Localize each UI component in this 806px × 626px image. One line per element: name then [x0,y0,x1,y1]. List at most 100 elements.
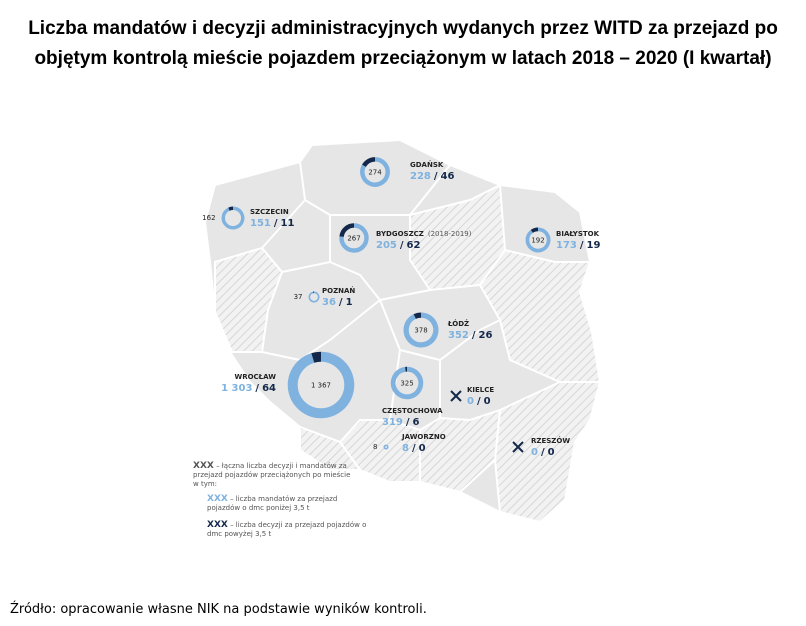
poland-map [203,138,602,524]
city-name: SZCZECIN [250,208,289,216]
dark-value: 62 [407,240,421,251]
city-name: CZĘSTOCHOWA [382,407,443,415]
donut-dark [311,351,322,363]
donut-light [221,206,245,230]
city-name: JAWORZNO [401,433,446,441]
donut-light [525,227,551,253]
city-note: (2018-2019) [428,230,472,238]
separator: / [400,240,404,251]
separator: / [472,330,476,341]
separator: / [274,218,278,229]
x-marker [512,441,524,453]
separator: / [406,417,410,428]
city-values: 1 303/64 [221,383,276,394]
city-name: GDAŃSK [410,160,444,169]
city: 378 ŁÓDŹ 352/26 [403,312,492,348]
dark-value: 1 [346,297,353,308]
dark-value: 0 [419,443,426,454]
light-value: 352 [448,330,469,341]
dark-value: 26 [479,330,493,341]
city-name-text: SZCZECIN [250,208,289,216]
dark-value: 19 [587,240,601,251]
city-name-text: POZNAŃ [322,286,355,295]
city: 192 BIAŁYSTOK 173/19 [525,227,600,253]
donut-light [390,366,424,400]
city-values: 173/19 [556,240,600,251]
donut-light [287,351,355,419]
light-value: 228 [410,171,431,182]
light-value: 1 303 [221,383,252,394]
city-values: 352/26 [448,330,492,341]
total-label: 37 [294,293,303,301]
separator: / [434,171,438,182]
legend-light: XXX – liczba mandatów za przejazd pojazd… [207,495,367,513]
city-values: 205/62 [376,240,420,251]
city-values: 8/0 [402,443,426,454]
city-values: 228/46 [410,171,454,182]
city: 325 CZĘSTOCHOWA 319/6 [382,366,443,428]
city-name-text: RZESZÓW [531,436,570,445]
legend-marker: XXX [207,520,228,530]
city-name-text: CZĘSTOCHOWA [382,407,443,415]
total-label: 378 [414,327,427,335]
donut-dark [339,223,355,238]
light-value: 151 [250,218,271,229]
separator: / [580,240,584,251]
city: 274 GDAŃSK 228/46 [360,157,454,187]
light-value: 319 [382,417,403,428]
donut-light [360,157,390,187]
city-name: BIAŁYSTOK [556,230,600,238]
city-name: WROCŁAW [234,373,276,381]
city: 37 POZNAŃ 36/1 [294,286,356,308]
light-value: 0 [467,396,474,407]
city-values: 319/6 [382,417,420,428]
dark-value: 11 [281,218,295,229]
dark-value: 6 [413,417,420,428]
source: Źródło: opracowanie własne NIK na podsta… [10,602,427,617]
dark-value: 64 [262,383,276,394]
donut-light [308,291,320,303]
city: 267 BYDGOSZCZ (2018-2019) 205/62 [339,223,472,253]
light-value: 36 [322,297,336,308]
light-value: 205 [376,240,397,251]
donut-light [339,223,369,253]
city-name-text: KIELCE [467,386,494,394]
donut-dark [362,157,376,168]
city: 8 JAWORZNO 8/0 [373,433,446,454]
light-value: 173 [556,240,577,251]
dark-value: 0 [548,447,555,458]
separator: / [412,443,416,454]
light-value: 0 [531,447,538,458]
city-values: 36/1 [322,297,353,308]
separator: / [255,383,259,394]
city: KIELCE 0/0 [450,386,494,407]
donut-light [403,312,439,348]
donut-dark [530,227,539,233]
legend-marker: XXX [207,494,228,504]
city-name: KIELCE [467,386,494,394]
legend-marker: XXX [193,461,214,471]
total-label: 274 [368,169,382,177]
legend-text: – łączna liczba decyzji i mandatów za pr… [193,462,351,488]
city: RZESZÓW 0/0 [512,436,570,458]
city-values: 151/11 [250,218,294,229]
city-name: BYDGOSZCZ (2018-2019) [376,230,472,238]
separator: / [477,396,481,407]
total-label: 162 [202,214,215,222]
city-name-text: JAWORZNO [401,433,446,441]
light-value: 8 [402,443,409,454]
city-name-text: ŁÓDŹ [447,319,469,328]
dark-value: 46 [441,171,455,182]
legend-text: – liczba decyzji za przejazd pojazdów o … [207,521,367,538]
city-values: 0/0 [531,447,555,458]
city-name-text: BYDGOSZCZ [376,230,424,238]
title: Liczba mandatów i decyzji administracyjn… [28,18,778,69]
total-label: 1 367 [311,382,331,390]
city-name-text: GDAŃSK [410,160,444,169]
total-label: 267 [347,235,360,243]
legend-dark: XXX – liczba decyzji za przejazd pojazdó… [207,521,367,539]
city-name-text: BIAŁYSTOK [556,230,600,238]
legend-total: XXX – łączna liczba decyzji i mandatów z… [193,462,353,489]
donut-dark [413,312,422,319]
